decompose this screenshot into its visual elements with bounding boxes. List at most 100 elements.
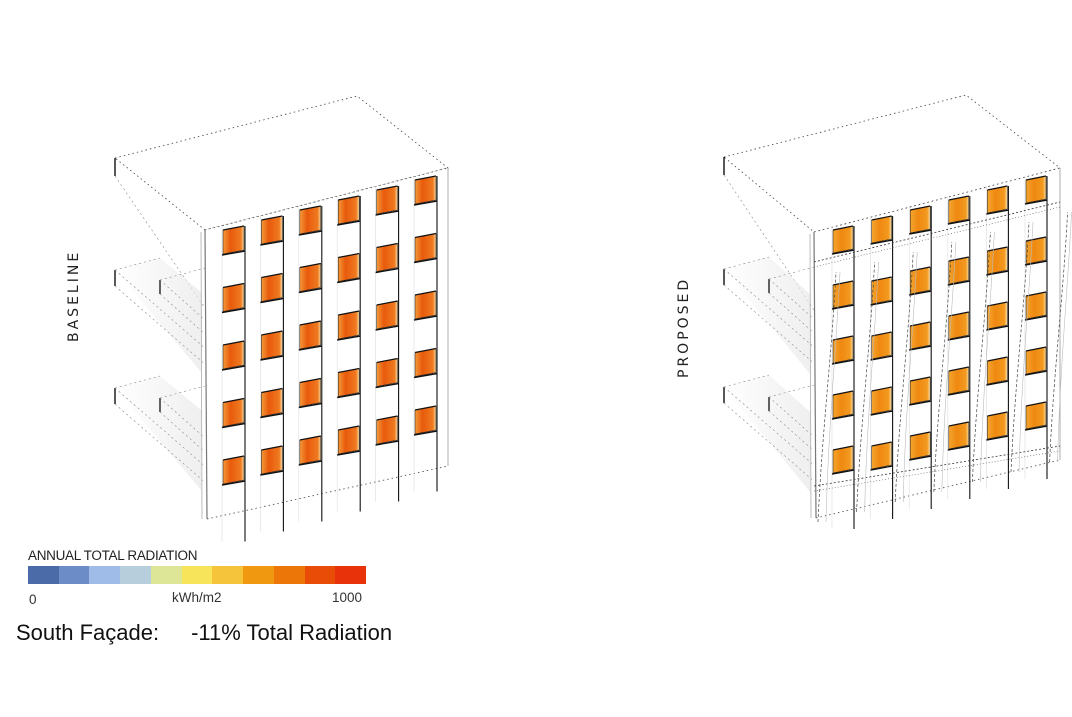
legend-min-value: 0 bbox=[29, 592, 37, 607]
window-radiation-cell bbox=[414, 175, 437, 205]
window-radiation-cell bbox=[261, 388, 283, 417]
screen-fin bbox=[894, 251, 914, 503]
screen-fin bbox=[817, 271, 837, 523]
window-radiation-cell bbox=[1025, 346, 1047, 375]
window-radiation-cell bbox=[871, 441, 892, 470]
window-radiation-cell bbox=[1025, 175, 1047, 204]
window-radiation-cell bbox=[414, 405, 437, 435]
window-column bbox=[413, 175, 438, 492]
window-radiation-cell bbox=[337, 310, 360, 340]
legend-swatch bbox=[243, 566, 274, 584]
screen-fin bbox=[1049, 211, 1068, 463]
window-radiation-cell bbox=[987, 356, 1008, 385]
window-radiation-cell bbox=[299, 263, 322, 292]
window-radiation-cell bbox=[948, 366, 970, 395]
legend-swatch bbox=[181, 566, 213, 584]
window-radiation-cell bbox=[337, 425, 360, 455]
legend-swatch bbox=[58, 566, 90, 584]
window-radiation-cell bbox=[948, 311, 970, 340]
window-radiation-cell bbox=[261, 273, 283, 302]
window-column bbox=[375, 185, 400, 502]
window-radiation-cell bbox=[987, 185, 1008, 214]
window-radiation-cell bbox=[414, 290, 437, 320]
window-radiation-cell bbox=[987, 411, 1008, 440]
legend-swatch bbox=[273, 566, 305, 584]
legend-swatch bbox=[304, 566, 336, 584]
window-radiation-cell bbox=[871, 276, 892, 305]
window-radiation-cell bbox=[1025, 401, 1047, 430]
radiation-legend: ANNUAL TOTAL RADIATION 0 kWh/m2 1000 bbox=[28, 548, 373, 607]
summary-value: -11% Total Radiation bbox=[191, 620, 393, 645]
window-radiation-cell bbox=[222, 455, 245, 485]
legend-unit: kWh/m2 bbox=[172, 590, 222, 605]
window-radiation-cell bbox=[871, 331, 892, 360]
window-radiation-cell bbox=[948, 256, 970, 285]
window-radiation-cell bbox=[376, 415, 398, 445]
window-radiation-cell bbox=[376, 358, 398, 387]
window-radiation-cell bbox=[987, 246, 1008, 275]
window-radiation-cell bbox=[414, 348, 437, 377]
window-radiation-cell bbox=[376, 185, 398, 215]
window-column bbox=[870, 215, 894, 519]
window-radiation-cell bbox=[909, 376, 931, 405]
window-radiation-cell bbox=[871, 215, 892, 244]
roof-outline bbox=[723, 94, 1061, 233]
window-column bbox=[947, 195, 971, 499]
legend-swatch bbox=[28, 566, 59, 584]
legend-color-scale bbox=[28, 566, 367, 584]
window-radiation-cell bbox=[909, 321, 931, 350]
window-radiation-cell bbox=[948, 195, 970, 224]
window-column bbox=[908, 205, 932, 509]
south-facade bbox=[200, 167, 449, 542]
legend-max-value: 1000 bbox=[332, 590, 363, 605]
window-column bbox=[298, 205, 323, 522]
window-radiation-cell bbox=[222, 225, 245, 255]
window-radiation-cell bbox=[414, 233, 437, 262]
window-column bbox=[336, 195, 361, 512]
window-radiation-cell bbox=[1025, 236, 1047, 265]
window-column bbox=[221, 225, 246, 542]
screen-fin bbox=[1010, 221, 1030, 473]
legend-swatch bbox=[335, 566, 367, 584]
window-radiation-cell bbox=[337, 195, 360, 225]
window-radiation-cell bbox=[299, 435, 322, 465]
window-radiation-cell bbox=[261, 445, 283, 475]
window-radiation-cell bbox=[1025, 291, 1047, 320]
floor-slab bbox=[723, 256, 815, 374]
window-radiation-cell bbox=[222, 340, 245, 370]
window-radiation-cell bbox=[299, 320, 322, 350]
window-radiation-cell bbox=[376, 243, 398, 272]
baseline-building bbox=[114, 95, 449, 542]
window-radiation-cell bbox=[376, 300, 398, 330]
window-radiation-cell bbox=[222, 398, 245, 427]
window-radiation-cell bbox=[832, 225, 854, 254]
window-radiation-cell bbox=[909, 266, 931, 295]
floor-slab bbox=[114, 257, 206, 372]
south-facade bbox=[809, 167, 1072, 529]
legend-swatch bbox=[150, 566, 182, 584]
window-radiation-cell bbox=[261, 215, 283, 245]
window-radiation-cell bbox=[909, 431, 931, 460]
window-radiation-cell bbox=[337, 253, 360, 282]
window-radiation-cell bbox=[261, 330, 283, 360]
proposed-building bbox=[723, 94, 1072, 529]
floor-slab bbox=[723, 374, 815, 492]
window-column bbox=[260, 215, 284, 532]
baseline-label: BASELINE bbox=[66, 249, 82, 342]
window-radiation-cell bbox=[299, 378, 322, 407]
window-radiation-cell bbox=[337, 368, 360, 397]
legend-swatch bbox=[89, 566, 121, 584]
window-column bbox=[831, 225, 855, 529]
window-radiation-cell bbox=[987, 301, 1008, 330]
window-radiation-cell bbox=[832, 280, 854, 309]
window-column bbox=[986, 185, 1009, 489]
window-radiation-cell bbox=[948, 421, 970, 450]
window-radiation-cell bbox=[832, 390, 854, 419]
window-radiation-cell bbox=[871, 386, 892, 415]
legend-title: ANNUAL TOTAL RADIATION bbox=[28, 548, 198, 563]
legend-swatch bbox=[212, 566, 244, 584]
floor-slab bbox=[114, 375, 206, 490]
summary-line: South Façade: -11% Total Radiation bbox=[16, 620, 392, 646]
window-radiation-cell bbox=[909, 205, 931, 234]
